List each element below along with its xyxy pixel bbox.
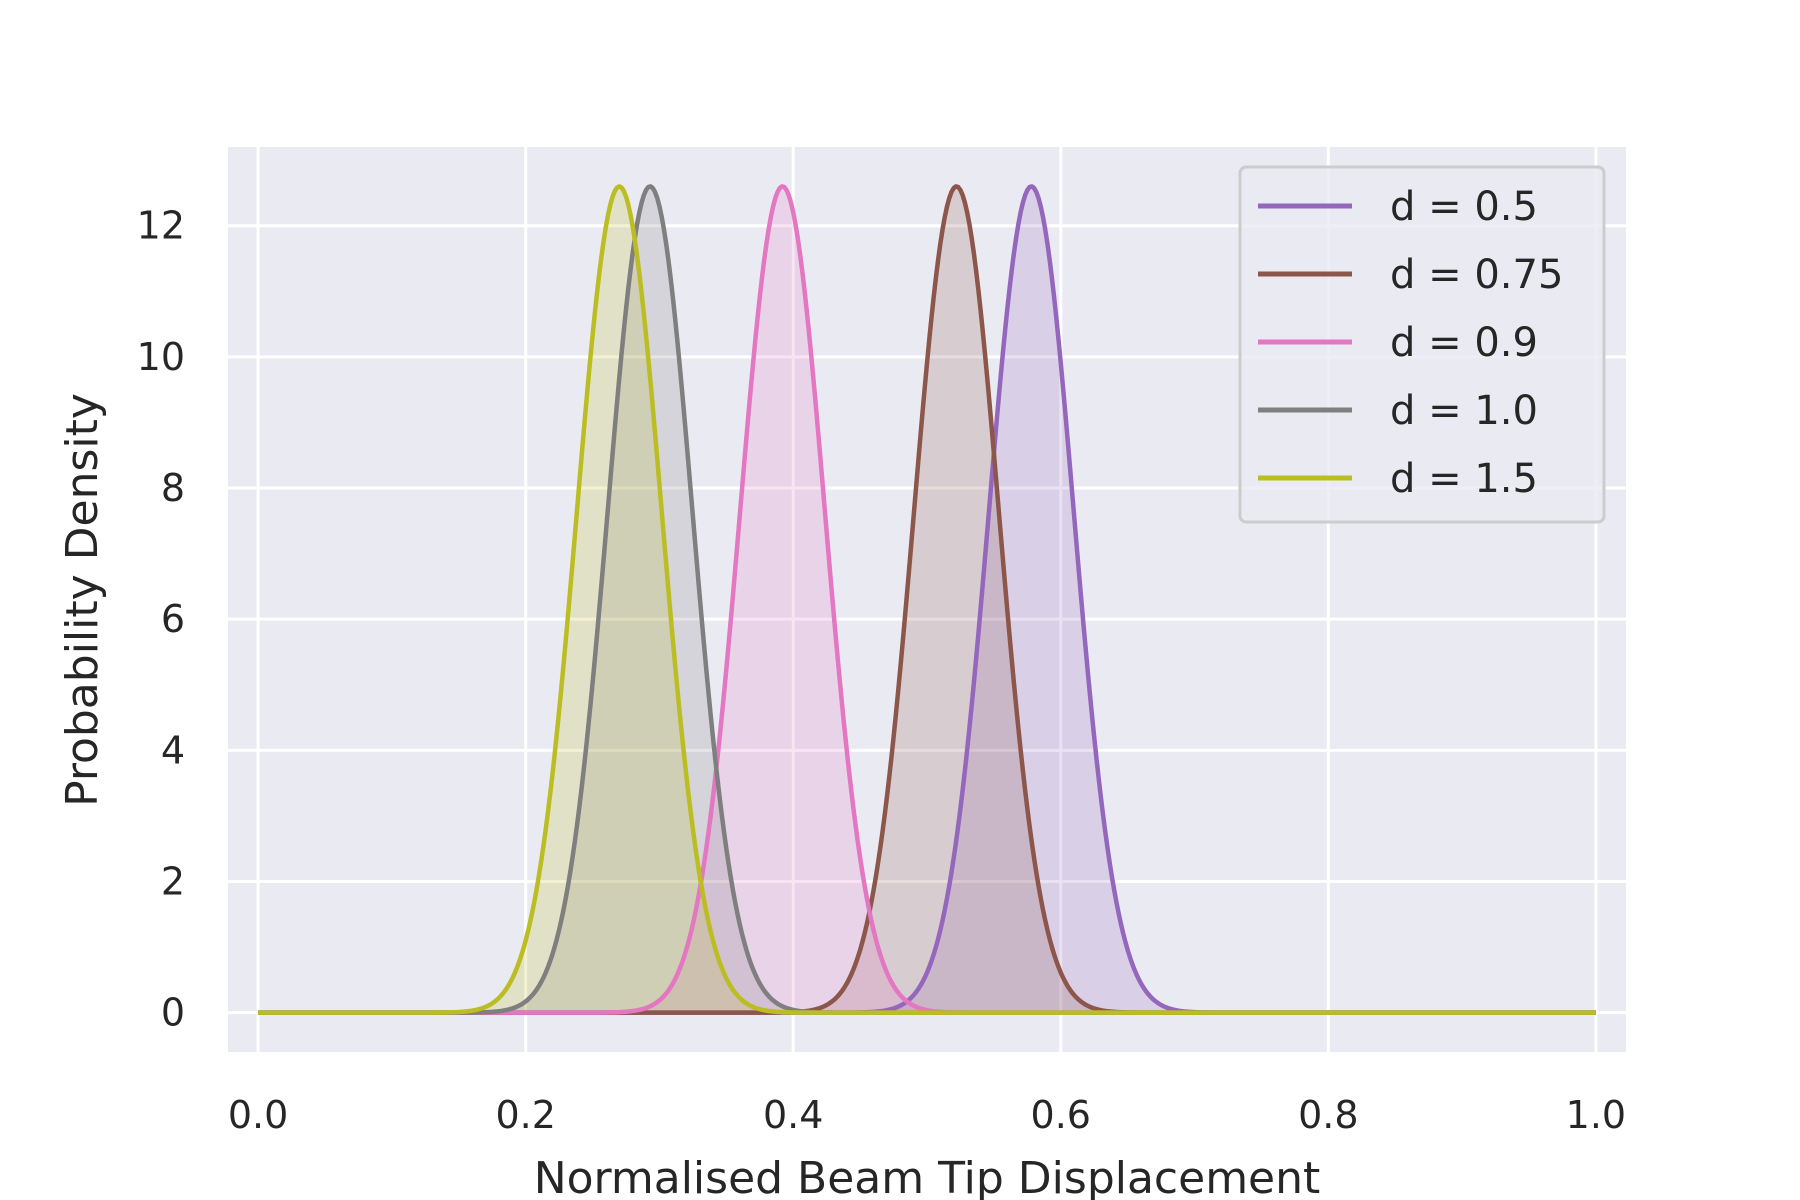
x-tick-label: 0.2 (495, 1093, 555, 1137)
legend-label-0: d = 0.5 (1390, 184, 1538, 230)
legend: d = 0.5 d = 0.75 d = 0.9 d = 1.0 d = 1.5 (1238, 165, 1606, 524)
x-axis-label: Normalised Beam Tip Displacement (534, 1153, 1321, 1200)
y-tick-label: 6 (161, 597, 185, 641)
series-line-4 (258, 184, 1596, 1015)
x-tick-label: 0.0 (228, 1093, 288, 1137)
x-tick-label: 0.8 (1298, 1093, 1358, 1137)
y-tick-label: 12 (137, 204, 185, 248)
series-lines (258, 184, 1596, 1015)
x-tick-labels: 0.0 0.2 0.4 0.6 0.8 1.0 (228, 1093, 1626, 1137)
legend-label-2: d = 0.9 (1390, 320, 1538, 366)
y-tick-label: 0 (161, 991, 185, 1035)
y-tick-labels: 0 2 4 6 8 10 12 (137, 204, 185, 1035)
series-area-4 (258, 186, 1596, 1013)
y-tick-label: 8 (161, 466, 185, 510)
y-axis-label: Probability Density (57, 393, 108, 807)
y-tick-label: 10 (137, 335, 185, 379)
y-tick-label: 2 (161, 859, 185, 903)
legend-label-1: d = 0.75 (1390, 252, 1563, 298)
x-tick-label: 0.4 (763, 1093, 823, 1137)
series-area-3 (258, 186, 1596, 1013)
series-fills (258, 186, 1596, 1013)
x-tick-label: 0.6 (1031, 1093, 1091, 1137)
legend-frame (1238, 165, 1606, 524)
x-tick-label: 1.0 (1566, 1093, 1626, 1137)
legend-label-4: d = 1.5 (1390, 456, 1538, 502)
series-area-1 (258, 186, 1596, 1013)
y-tick-label: 4 (161, 728, 185, 772)
legend-label-3: d = 1.0 (1390, 388, 1538, 434)
